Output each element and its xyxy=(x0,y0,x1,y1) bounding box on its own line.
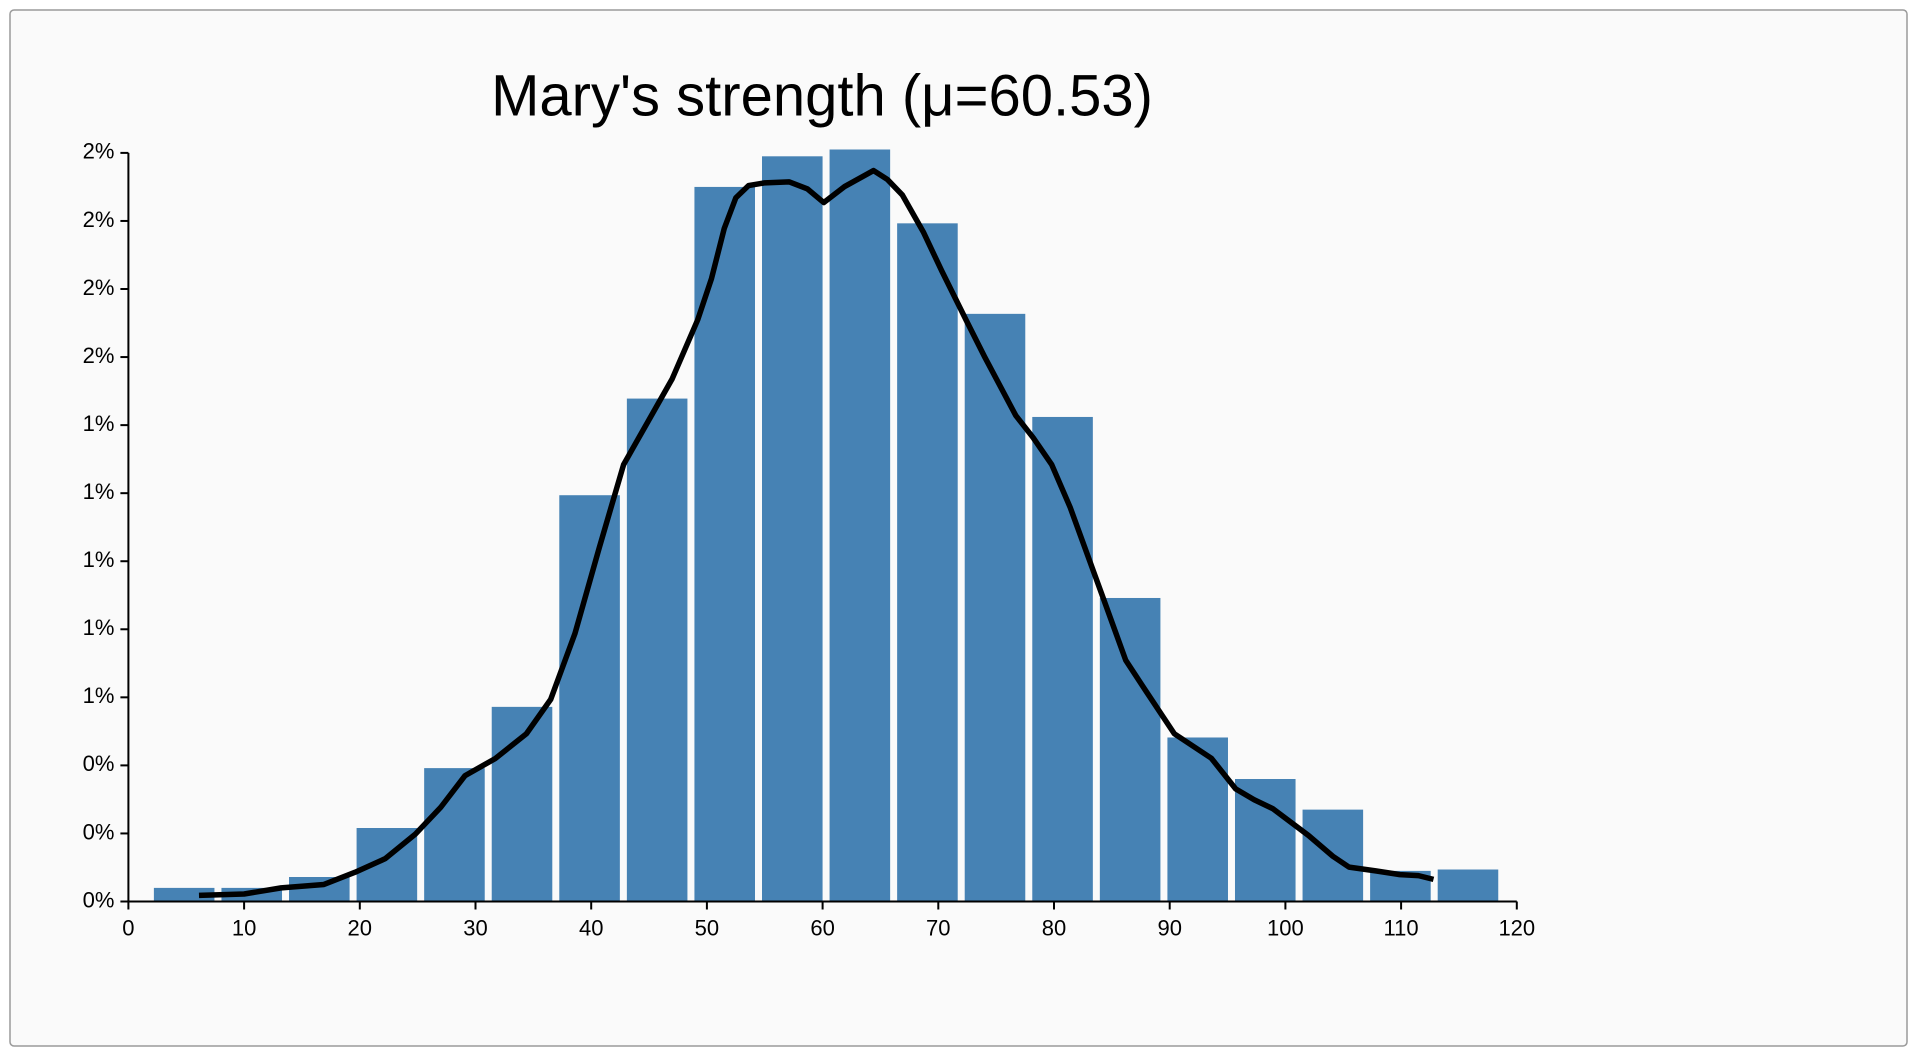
bar xyxy=(897,223,958,902)
y-tick-label: 2% xyxy=(83,343,115,368)
x-tick-label: 80 xyxy=(1042,915,1066,940)
y-tick-label: 0% xyxy=(83,751,115,776)
x-tick-label: 20 xyxy=(348,915,372,940)
y-tick-label: 1% xyxy=(83,547,115,572)
bar xyxy=(829,149,891,902)
x-tick-label: 100 xyxy=(1267,915,1304,940)
bar xyxy=(1099,597,1161,902)
bar xyxy=(1032,416,1093,902)
y-tick-label: 1% xyxy=(83,683,115,708)
bar xyxy=(762,156,823,902)
y-tick-label: 1% xyxy=(83,411,115,436)
bar xyxy=(559,495,620,902)
x-tick-label: 70 xyxy=(926,915,950,940)
y-tick-label: 2% xyxy=(83,275,115,300)
y-tick-label: 1% xyxy=(83,615,115,640)
x-tick-label: 30 xyxy=(463,915,487,940)
x-tick-label: 60 xyxy=(810,915,834,940)
bar xyxy=(1167,737,1228,902)
bar xyxy=(1437,869,1499,902)
x-tick-label: 110 xyxy=(1384,915,1419,940)
bar xyxy=(626,398,688,902)
x-tick-label: 10 xyxy=(232,915,256,940)
density-line xyxy=(198,167,1435,899)
y-tick-label: 2% xyxy=(83,207,115,232)
y-tick-label: 0% xyxy=(83,819,115,844)
y-tick-label: 1% xyxy=(83,479,115,504)
y-tick-label: 0% xyxy=(83,887,115,912)
x-tick-label: 50 xyxy=(695,915,719,940)
y-tick-label: 2% xyxy=(83,139,115,164)
x-tick-label: 40 xyxy=(579,915,603,940)
bar xyxy=(1234,779,1296,902)
x-tick-label: 120 xyxy=(1498,915,1535,940)
x-tick-label: 90 xyxy=(1157,915,1181,940)
bar xyxy=(964,313,1026,902)
chart-title: Mary's strength (μ=60.53) xyxy=(491,63,1153,128)
x-tick-label: 0 xyxy=(122,915,134,940)
